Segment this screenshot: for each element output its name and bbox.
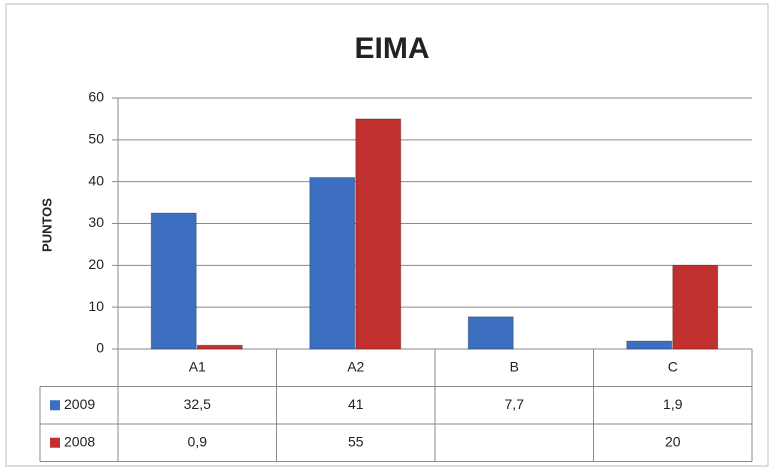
table-value: 55 [348, 433, 364, 449]
x-tick-label: C [668, 358, 678, 374]
bar [150, 212, 197, 350]
table-value: 32,5 [184, 396, 211, 412]
table-value: 20 [665, 433, 681, 449]
table-value: 1,9 [663, 396, 683, 412]
bar [309, 176, 356, 350]
x-tick-label: A2 [347, 358, 364, 374]
y-tick-label: 10 [88, 298, 104, 314]
y-axis-label: PUNTOS [39, 198, 54, 252]
table-value: 0,9 [188, 433, 208, 449]
bar [355, 118, 402, 350]
x-tick-label: A1 [189, 358, 206, 374]
bar [672, 264, 719, 350]
legend-swatch [50, 437, 60, 448]
y-tick-label: 30 [88, 214, 104, 230]
table-value: 41 [348, 396, 364, 412]
chart-title: EIMA [355, 32, 430, 65]
legend-label: 2009 [64, 396, 95, 412]
y-tick-label: 40 [88, 172, 104, 188]
legend-swatch [50, 400, 60, 411]
y-tick-label: 20 [88, 256, 104, 272]
y-tick-label: 60 [88, 89, 104, 105]
legend-label: 2008 [64, 433, 95, 449]
x-tick-label: B [510, 358, 519, 374]
table-value: 7,7 [505, 396, 525, 412]
y-tick-label: 50 [88, 131, 104, 147]
y-tick-label: 0 [96, 340, 104, 356]
bar [626, 340, 673, 350]
bar [467, 316, 514, 350]
bar [196, 344, 243, 350]
